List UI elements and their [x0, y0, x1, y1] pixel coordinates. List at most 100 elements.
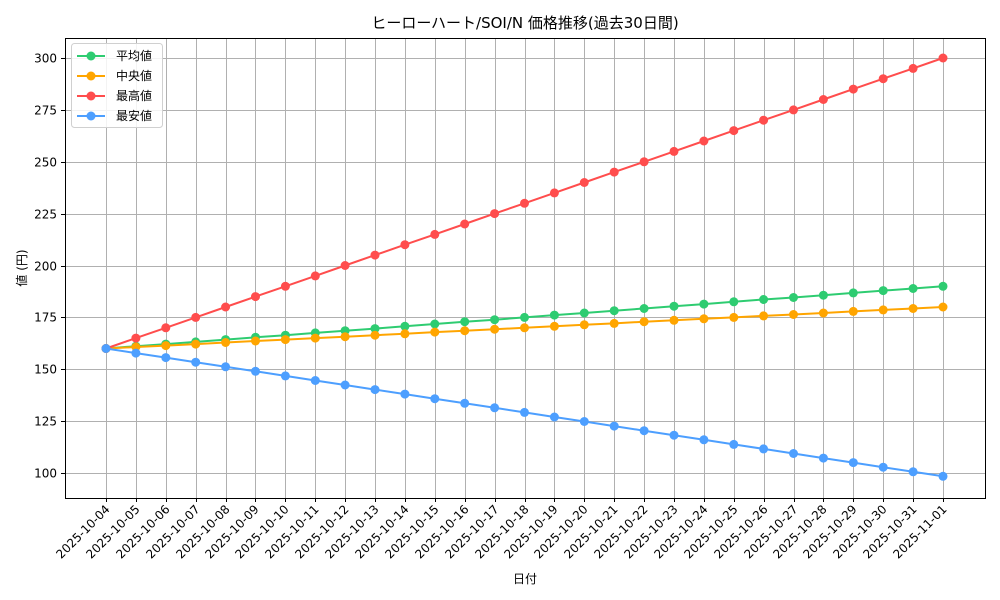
legend-swatch-marker — [86, 51, 96, 61]
data-point — [221, 338, 231, 347]
y-tick-label: 100 — [34, 467, 57, 481]
data-point — [609, 306, 619, 316]
data-point — [699, 435, 709, 445]
data-point — [729, 126, 739, 136]
grid-lines — [65, 38, 985, 498]
data-point — [729, 297, 739, 307]
data-point — [818, 95, 828, 104]
data-point — [549, 188, 559, 198]
legend-box — [71, 43, 163, 128]
data-point — [520, 323, 529, 333]
series-2 — [101, 53, 948, 353]
data-point — [400, 240, 410, 250]
data-point — [759, 295, 769, 304]
data-point — [579, 320, 589, 330]
data-point — [131, 348, 141, 358]
data-point — [908, 63, 918, 73]
y-tick-label: 275 — [34, 104, 57, 118]
y-tick-label: 250 — [34, 156, 57, 170]
data-point — [460, 398, 470, 408]
data-point — [938, 302, 948, 312]
data-point — [579, 178, 589, 187]
data-point — [340, 261, 350, 270]
data-point — [131, 333, 141, 343]
data-point — [280, 281, 290, 291]
data-point — [340, 332, 350, 342]
data-point — [191, 312, 201, 322]
data-point — [639, 304, 649, 313]
series-3 — [101, 344, 948, 481]
series-1 — [101, 302, 948, 353]
data-point — [490, 403, 500, 413]
data-point — [161, 353, 171, 363]
data-point — [759, 444, 769, 454]
data-point — [251, 336, 260, 346]
data-point — [609, 167, 619, 177]
data-point — [251, 366, 260, 376]
data-point — [191, 339, 201, 349]
data-point — [430, 229, 440, 239]
data-point — [669, 301, 679, 311]
legend-label: 平均値 — [116, 48, 152, 63]
series-layer — [101, 53, 948, 481]
data-point — [639, 426, 649, 436]
data-point — [221, 362, 231, 372]
legend-label: 最安値 — [116, 108, 152, 123]
data-point — [520, 198, 529, 208]
data-point — [699, 299, 709, 309]
data-point — [430, 327, 440, 337]
data-point — [938, 281, 948, 291]
data-point — [669, 146, 679, 156]
data-point — [370, 250, 380, 260]
data-point — [520, 312, 529, 322]
y-tick-label: 200 — [34, 260, 57, 274]
data-point — [460, 219, 470, 229]
y-axis-ticks: 100 125 150 175 200 225 250 275 300 — [34, 52, 65, 481]
data-point — [609, 318, 619, 328]
data-point — [520, 407, 529, 417]
data-point — [639, 157, 649, 167]
data-point — [221, 302, 231, 312]
data-point — [310, 376, 320, 385]
data-point — [490, 209, 500, 219]
y-tick-label: 125 — [34, 415, 57, 429]
y-tick-label: 150 — [34, 363, 57, 377]
data-point — [878, 462, 888, 472]
data-point — [878, 74, 888, 84]
data-point — [609, 421, 619, 431]
data-point — [460, 317, 470, 327]
data-point — [818, 290, 828, 300]
legend-swatch-marker — [86, 91, 96, 101]
data-point — [699, 314, 709, 324]
data-point — [430, 319, 440, 329]
data-point — [161, 341, 171, 351]
data-point — [789, 449, 798, 458]
data-point — [759, 311, 769, 321]
data-point — [280, 371, 290, 381]
data-point — [191, 357, 201, 367]
data-point — [789, 105, 798, 115]
data-point — [908, 467, 918, 477]
data-point — [400, 389, 410, 399]
data-point — [669, 430, 679, 440]
data-point — [579, 308, 589, 318]
data-point — [729, 439, 739, 449]
legend-swatch-marker — [86, 71, 96, 81]
data-point — [729, 312, 739, 322]
data-point — [938, 471, 948, 481]
data-point — [699, 136, 709, 146]
data-point — [639, 317, 649, 327]
legend-label: 最高値 — [116, 88, 152, 103]
data-point — [908, 304, 918, 313]
data-point — [818, 308, 828, 318]
data-point — [789, 293, 798, 302]
data-point — [818, 453, 828, 463]
data-point — [669, 315, 679, 325]
data-point — [878, 305, 888, 315]
data-point — [490, 324, 500, 334]
data-point — [370, 324, 380, 334]
data-point — [789, 310, 798, 319]
y-tick-label: 225 — [34, 208, 57, 222]
data-point — [848, 84, 858, 94]
